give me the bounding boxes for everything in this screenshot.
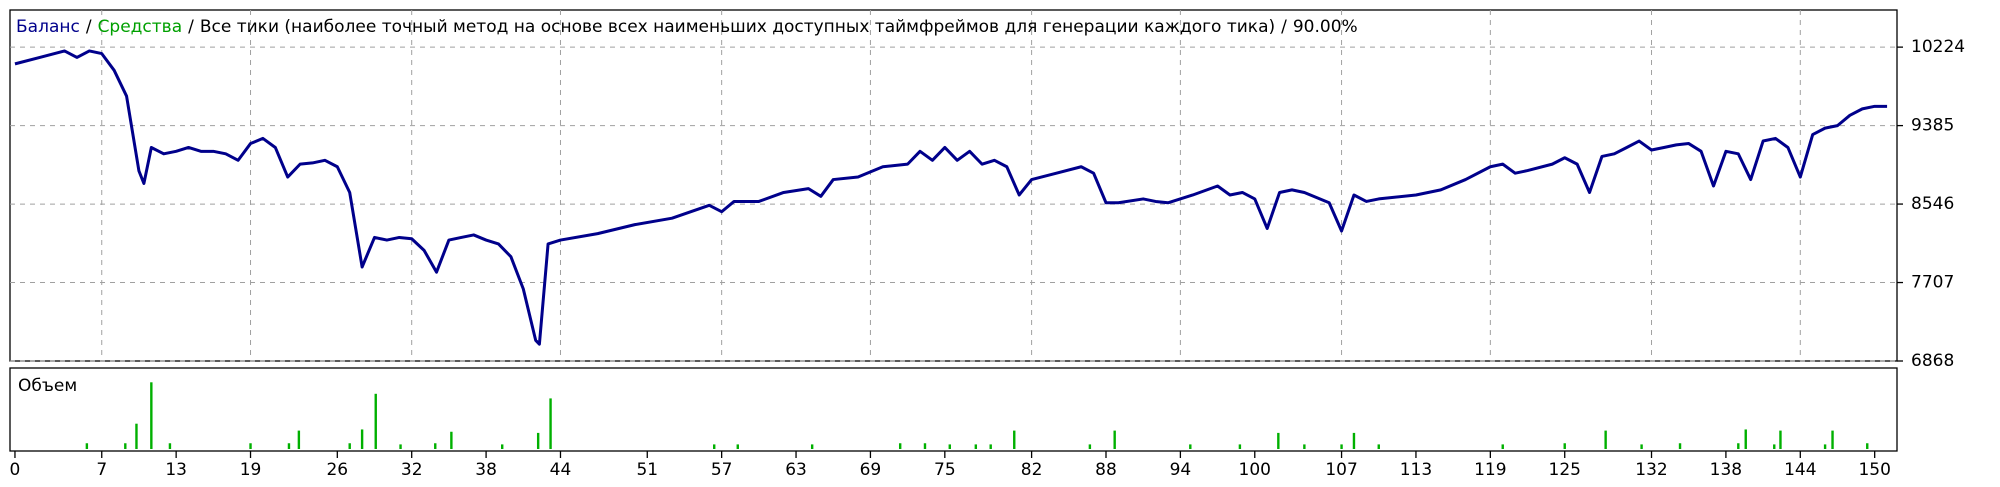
x-tick-label: 144 (1784, 460, 1816, 480)
x-tick-label: 138 (1710, 460, 1742, 480)
x-tick-label: 32 (401, 460, 423, 480)
volume-bar (989, 444, 992, 449)
volume-bar (1501, 444, 1504, 449)
volume-bar (1189, 444, 1192, 449)
x-tick-label: 13 (165, 460, 187, 480)
volume-bar (1744, 429, 1747, 449)
legend-entry: Баланс (16, 17, 80, 37)
x-tick-label: 7 (96, 460, 107, 480)
main-panel (9, 9, 1898, 362)
x-tick-label: 75 (934, 460, 956, 480)
volume-bar (1773, 444, 1776, 449)
volume-label: Объем (18, 376, 77, 396)
volume-bar (1563, 443, 1566, 449)
volume-bar (1088, 444, 1092, 449)
x-tick-label: 26 (326, 460, 348, 480)
x-tick-label: 100 (1239, 460, 1271, 480)
separator: / (188, 17, 194, 37)
volume-bar (501, 444, 504, 449)
volume-bar (1640, 444, 1643, 449)
volume-bar (1779, 430, 1782, 449)
volume-bar (898, 443, 902, 449)
volume-bar (399, 444, 402, 449)
y-tick-label: 8546 (1911, 194, 1954, 214)
x-tick-label: 107 (1325, 460, 1357, 480)
volume-bar (948, 444, 951, 449)
volume-bar (450, 431, 453, 449)
volume-bar (1113, 430, 1116, 449)
x-tick-label: 38 (475, 460, 497, 480)
y-tick-label: 6868 (1911, 351, 1954, 371)
volume-bar (135, 423, 138, 449)
volume-bar (1340, 444, 1343, 449)
volume-bar (249, 443, 252, 449)
volume-bar (1238, 444, 1242, 449)
y-tick-label: 7707 (1911, 273, 1954, 293)
volume-bar (1013, 430, 1016, 449)
y-tick-label: 9385 (1911, 116, 1954, 136)
title-text: Все тики (наиболее точный метод на основ… (200, 17, 1275, 37)
x-tick-label: 94 (1170, 460, 1192, 480)
chart-title: Баланс / Средства / Все тики (наиболее точны… (16, 17, 1358, 37)
subtitle: 90.00% (1293, 17, 1358, 37)
volume-bar (974, 444, 978, 449)
volume-bar (1377, 444, 1380, 449)
x-tick-label: 125 (1549, 460, 1581, 480)
volume-bar (810, 444, 814, 449)
volume-bar (713, 444, 716, 449)
x-tick-label: 57 (711, 460, 733, 480)
volume-bar (1678, 443, 1682, 449)
x-tick-label: 44 (550, 460, 572, 480)
x-tick-label: 69 (860, 460, 882, 480)
volume-bar (549, 398, 552, 449)
volume-bar (124, 443, 127, 449)
separator: / (86, 17, 92, 37)
volume-panel (9, 367, 1898, 452)
volume-bar (1604, 430, 1607, 449)
x-tick-label: 63 (785, 460, 807, 480)
volume-bar (348, 443, 351, 449)
volume-bar (374, 393, 377, 449)
x-tick-label: 150 (1858, 460, 1890, 480)
volume-bar (434, 443, 437, 449)
y-tick-label: 10224 (1911, 37, 1965, 57)
volume-bar (1277, 432, 1280, 449)
volume-bar (1303, 444, 1306, 449)
x-tick-label: 19 (240, 460, 262, 480)
volume-bar (360, 429, 364, 449)
x-tick-label: 119 (1474, 460, 1506, 480)
volume-bar (297, 430, 301, 449)
volume-bar (287, 443, 291, 449)
volume-bar (85, 443, 89, 449)
x-tick-label: 51 (636, 460, 658, 480)
volume-bar (1866, 443, 1869, 449)
volume-bar (536, 432, 540, 449)
volume-bar (923, 443, 927, 449)
volume-bar (1831, 430, 1834, 449)
legend-entry: Средства (98, 17, 183, 37)
x-tick-label: 82 (1021, 460, 1043, 480)
x-tick-label: 88 (1095, 460, 1117, 480)
separator: / (1281, 17, 1287, 37)
x-tick-label: 0 (10, 460, 21, 480)
volume-bar (168, 443, 172, 449)
volume-bar (736, 444, 739, 449)
volume-bar (150, 382, 153, 449)
volume-bar (1352, 432, 1356, 449)
x-tick-label: 132 (1635, 460, 1667, 480)
volume-bar (1823, 444, 1827, 449)
balance-line (14, 49, 1888, 346)
x-tick-label: 113 (1400, 460, 1432, 480)
volume-bar (1737, 443, 1740, 449)
